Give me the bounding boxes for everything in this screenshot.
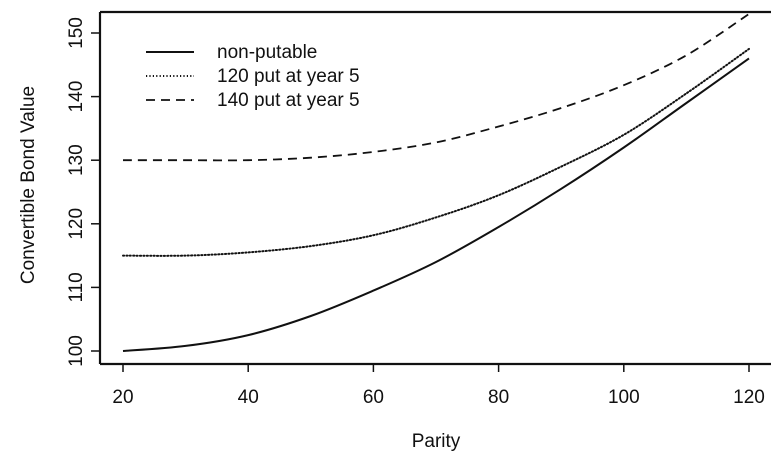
y-tick-label: 150 bbox=[66, 17, 87, 49]
x-axis-title: Parity bbox=[412, 431, 461, 452]
legend-label: non-putable bbox=[217, 42, 317, 63]
y-tick-label: 140 bbox=[66, 81, 87, 113]
y-axis-title: Convertible Bond Value bbox=[18, 86, 39, 284]
y-axis-ticks: 100 110 120 130 140 150 bbox=[66, 17, 100, 367]
x-tick-label: 80 bbox=[488, 387, 509, 408]
legend-label: 120 put at year 5 bbox=[217, 66, 360, 87]
x-axis-ticks: 20 40 60 80 100 120 bbox=[112, 364, 765, 408]
legend: non-putable 120 put at year 5 140 put at y… bbox=[146, 42, 360, 111]
series-line-120-put-at-year-5 bbox=[122, 47, 750, 257]
series-line-non-putable bbox=[122, 57, 750, 352]
y-tick-label: 120 bbox=[66, 208, 87, 240]
plot-frame bbox=[98, 10, 771, 366]
legend-label: 140 put at year 5 bbox=[217, 90, 360, 111]
x-tick-label: 40 bbox=[238, 387, 259, 408]
x-tick-label: 120 bbox=[733, 387, 765, 408]
series-line-140-put-at-year-5 bbox=[123, 13, 750, 162]
y-tick-label: 100 bbox=[66, 335, 87, 367]
x-tick-label: 60 bbox=[363, 387, 384, 408]
y-tick-label: 130 bbox=[66, 144, 87, 176]
x-tick-label: 20 bbox=[112, 387, 133, 408]
series-layer bbox=[122, 13, 750, 352]
y-tick-label: 110 bbox=[66, 272, 87, 302]
x-tick-label: 100 bbox=[608, 387, 640, 408]
